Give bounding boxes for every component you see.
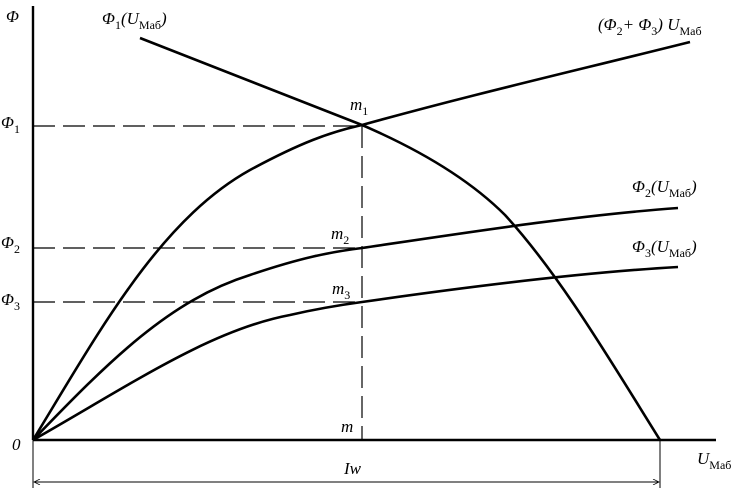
label-part: Φ: [1, 233, 14, 252]
subscript: 3: [344, 288, 350, 302]
label-part: (Φ: [598, 15, 617, 34]
label-part: + Φ: [623, 15, 652, 34]
subscript: 2: [14, 242, 20, 256]
span-label: Iw: [343, 459, 362, 478]
curve-phi23: [31, 40, 691, 441]
subscript: Маб: [669, 246, 691, 260]
label-part: ) U: [656, 15, 681, 34]
subscript: 1: [115, 18, 121, 32]
label-part: m: [331, 224, 343, 243]
subscript: 2: [343, 233, 349, 247]
curve-label: Φ2(UМаб): [632, 177, 697, 200]
label-part: ): [690, 237, 697, 256]
level-label: Φ1: [1, 113, 20, 136]
level-label: Φ3: [1, 290, 20, 313]
label-part: ): [160, 9, 167, 28]
subscript: Маб: [669, 186, 691, 200]
curve-phi2: [32, 206, 679, 441]
subscript: 1: [14, 122, 20, 136]
label-part: (U: [121, 9, 141, 28]
subscript: 2: [645, 186, 651, 200]
curve-label: (Φ2+ Φ3) UМаб: [598, 15, 702, 38]
origin-label: 0: [12, 435, 21, 454]
subscript: Маб: [709, 458, 731, 472]
subscript: Маб: [139, 18, 161, 32]
label-part: Φ: [632, 237, 645, 256]
label-part: (U: [651, 237, 671, 256]
subscript: 2: [617, 24, 623, 38]
point-label: m1: [350, 95, 368, 118]
curve-phi3: [32, 265, 679, 442]
y-axis-label: Φ: [6, 7, 19, 26]
label-part: Φ: [1, 290, 14, 309]
subscript: 1: [362, 104, 368, 118]
curve-label: Φ3(UМаб): [632, 237, 697, 260]
label-part: Φ: [1, 113, 14, 132]
label-part: ): [690, 177, 697, 196]
point-label: m3: [332, 279, 350, 302]
label-part: m: [332, 279, 344, 298]
x-axis-label: UМаб: [697, 449, 731, 472]
label-part: m: [350, 95, 362, 114]
subscript: 3: [14, 299, 20, 313]
subscript: Маб: [679, 24, 701, 38]
subscript: 3: [651, 24, 657, 38]
curve-phi1: [139, 36, 662, 441]
level-label: Φ2: [1, 233, 20, 256]
curve-label: Φ1(UМаб): [102, 9, 167, 32]
label-part: (U: [651, 177, 671, 196]
point-label: m: [341, 417, 353, 436]
point-label: m2: [331, 224, 349, 247]
label-part: U: [697, 449, 711, 468]
subscript: 3: [645, 246, 651, 260]
label-part: Φ: [632, 177, 645, 196]
label-part: m: [341, 417, 353, 436]
label-part: Φ: [102, 9, 115, 28]
label-part: Φ: [6, 7, 19, 26]
